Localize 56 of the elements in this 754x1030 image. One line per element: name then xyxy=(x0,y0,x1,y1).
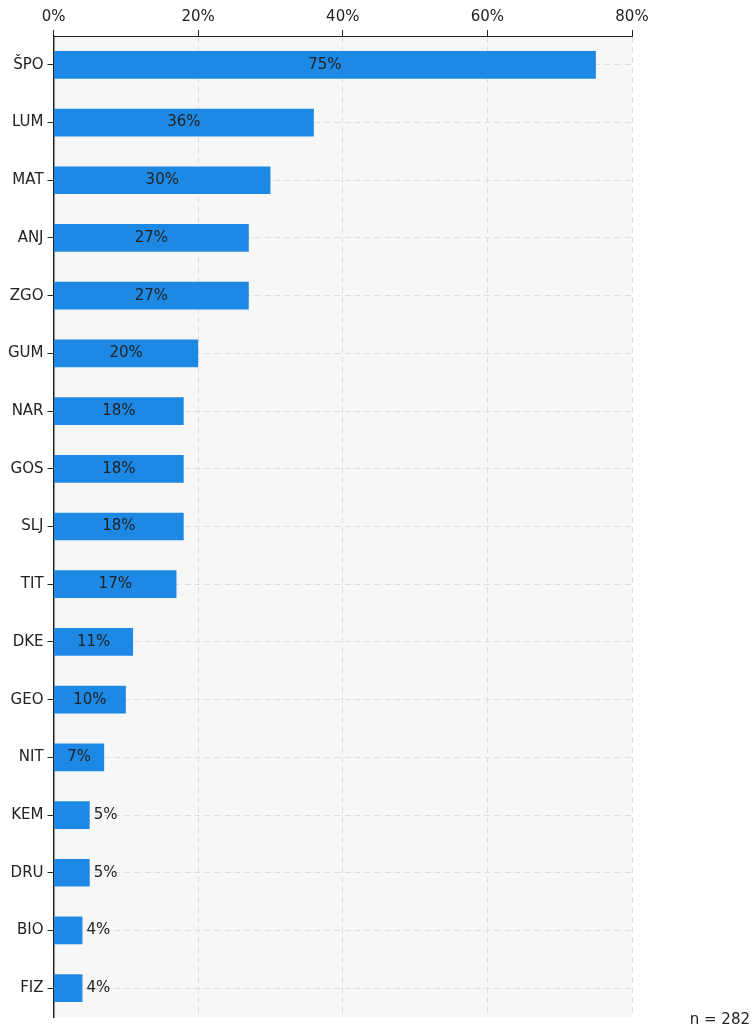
x-tick-label: 20% xyxy=(181,6,215,25)
y-tick-label: ŠPO xyxy=(13,53,44,73)
bar xyxy=(54,166,271,195)
data-label: 5% xyxy=(93,862,118,881)
y-tick-label: GEO xyxy=(10,689,44,708)
data-label: 10% xyxy=(73,689,107,708)
bar xyxy=(54,801,90,829)
bar xyxy=(54,224,249,252)
y-tick-label: DKE xyxy=(12,631,44,650)
y-tick-label: GOS xyxy=(10,458,44,477)
data-label: 18% xyxy=(102,400,136,419)
bar xyxy=(54,512,184,541)
bar xyxy=(54,397,184,425)
y-tick-label: TIT xyxy=(19,574,45,593)
bar xyxy=(54,743,105,772)
y-tick-label: DRU xyxy=(10,862,44,881)
y-tick-label: NAR xyxy=(11,400,44,419)
data-label: 20% xyxy=(109,343,143,362)
data-label: 17% xyxy=(98,574,132,593)
data-label: 27% xyxy=(134,285,169,304)
data-label: 11% xyxy=(76,631,111,650)
y-tick-label: ZGO xyxy=(9,285,44,304)
bar xyxy=(54,974,83,1002)
y-tick-label: FIZ xyxy=(20,978,44,997)
x-tick-label: 80% xyxy=(615,6,649,25)
bar xyxy=(54,108,314,137)
data-label: 7% xyxy=(67,747,91,766)
bar xyxy=(54,281,249,310)
y-tick-label: NIT xyxy=(18,747,45,766)
bar xyxy=(54,339,199,368)
y-tick-label: LUM xyxy=(12,112,44,131)
bar xyxy=(54,454,184,483)
data-label: 4% xyxy=(86,978,111,997)
x-tick-label: 40% xyxy=(326,6,360,25)
bar xyxy=(54,858,90,887)
data-label: 4% xyxy=(86,920,111,939)
x-tick-label: 0% xyxy=(41,6,66,25)
data-label: 27% xyxy=(134,227,169,246)
x-tick-label: 60% xyxy=(470,6,505,25)
data-label: 36% xyxy=(167,112,201,131)
bar xyxy=(54,570,177,599)
bar xyxy=(54,51,596,79)
data-label: 5% xyxy=(93,804,118,823)
bar xyxy=(54,628,134,656)
data-label: 75% xyxy=(308,54,342,73)
data-label: 18% xyxy=(102,458,136,477)
data-label: 18% xyxy=(102,516,136,535)
y-tick-label: MAT xyxy=(12,170,45,189)
y-tick-label: GUM xyxy=(8,343,44,362)
data-label: 30% xyxy=(145,170,179,189)
bar xyxy=(54,916,83,945)
text: n = 282 xyxy=(689,1010,750,1029)
y-tick-label: KEM xyxy=(11,804,44,823)
y-tick-label: BIO xyxy=(17,920,44,939)
y-tick-label: SLJ xyxy=(21,516,44,535)
y-tick-label: ANJ xyxy=(17,227,44,246)
